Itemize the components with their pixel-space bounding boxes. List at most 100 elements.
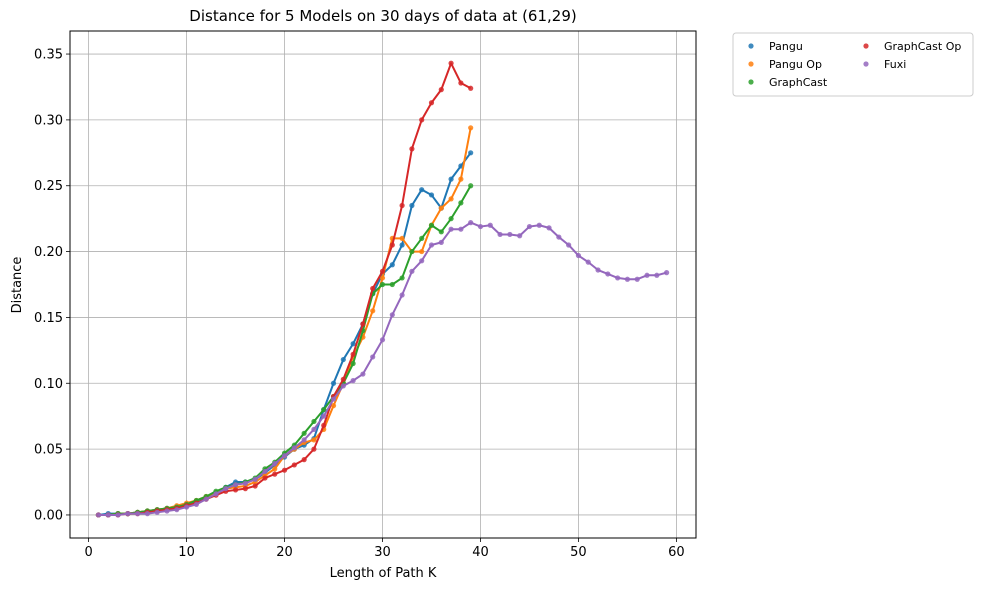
data-point-fuxi (340, 383, 346, 389)
data-point-fuxi (605, 271, 611, 277)
y-tick-label: 0.20 (34, 245, 63, 260)
series-layer (95, 60, 670, 518)
legend-item: Pangu Op (748, 58, 822, 71)
legend-marker (748, 43, 754, 49)
data-point-pangu (330, 380, 337, 386)
data-point-graphcast-op (242, 486, 248, 492)
legend-label: Fuxi (884, 58, 906, 71)
data-point-graphcast-op (262, 475, 268, 481)
data-point-graphcast-op (360, 321, 366, 327)
data-point-graphcast (379, 281, 386, 288)
data-point-graphcast (321, 407, 327, 413)
data-point-fuxi (546, 225, 552, 231)
data-point-graphcast (438, 229, 444, 235)
data-point-fuxi (664, 270, 670, 276)
data-point-fuxi (615, 275, 621, 281)
data-point-pangu (468, 150, 474, 156)
data-point-pangu (399, 242, 405, 248)
data-point-graphcast-op (281, 467, 288, 473)
data-point-fuxi (115, 512, 121, 518)
x-tick-label: 40 (472, 545, 489, 560)
data-point-fuxi (350, 378, 356, 384)
data-point-graphcast (389, 281, 395, 288)
legend-item: Fuxi (863, 58, 906, 71)
data-point-fuxi (370, 354, 376, 360)
data-point-fuxi (566, 242, 572, 248)
data-point-graphcast-op (321, 422, 327, 429)
data-point-fuxi (438, 239, 444, 245)
data-point-fuxi (389, 312, 395, 318)
data-point-graphcast-op (389, 242, 395, 248)
data-point-fuxi (595, 267, 601, 273)
data-point-fuxi (223, 486, 229, 492)
y-tick-label: 0.30 (34, 113, 63, 128)
data-point-graphcast (468, 183, 474, 189)
data-point-fuxi (272, 460, 278, 467)
data-point-graphcast-op (448, 60, 454, 66)
data-point-fuxi (497, 231, 503, 238)
data-point-fuxi (95, 512, 102, 518)
data-point-fuxi (634, 276, 640, 282)
data-point-graphcast-op (370, 285, 376, 292)
y-tick-label: 0.35 (34, 48, 63, 63)
legend: Pangu Pangu Op GraphCast GraphCast Op Fuxi (732, 32, 974, 97)
data-point-graphcast (428, 222, 435, 228)
data-point-fuxi (154, 509, 160, 515)
legend-marker (863, 43, 869, 49)
data-point-fuxi (536, 222, 542, 228)
data-point-graphcast (350, 360, 356, 367)
legend-label: Pangu (769, 40, 803, 53)
legend-box (732, 32, 974, 97)
data-point-pangu (428, 192, 435, 198)
x-tick-label: 10 (178, 545, 195, 560)
data-point-fuxi (409, 268, 415, 274)
x-tick-label: 50 (570, 545, 587, 560)
legend-label: GraphCast (769, 76, 828, 89)
data-point-fuxi (556, 234, 562, 240)
data-point-fuxi (232, 482, 239, 488)
data-point-fuxi (330, 396, 337, 402)
data-point-graphcast-op (232, 487, 239, 493)
y-tick-label: 0.15 (34, 311, 63, 326)
y-tick-label: 0.05 (34, 443, 63, 458)
data-point-pangu (350, 341, 356, 347)
x-axis-ticks: 0 10 20 30 40 50 60 (84, 538, 685, 560)
chart-title: Distance for 5 Models on 30 days of data… (189, 7, 576, 25)
data-point-fuxi (624, 276, 631, 282)
data-point-pangu (340, 356, 346, 363)
data-point-pangu (448, 176, 454, 182)
data-point-graphcast-op (399, 202, 405, 209)
data-point-fuxi (291, 445, 297, 451)
data-point-pangu-op (399, 235, 405, 242)
x-tick-label: 30 (374, 545, 391, 560)
legend-label: Pangu Op (769, 58, 822, 71)
plot-area-frame (69, 30, 697, 539)
data-point-pangu-op (370, 308, 376, 314)
data-point-fuxi (164, 508, 170, 514)
y-axis-ticks: 0.00 0.05 0.10 0.15 0.20 0.25 0.30 0.35 (34, 48, 70, 523)
data-point-fuxi (575, 252, 582, 259)
data-point-fuxi (281, 453, 288, 459)
data-point-fuxi (458, 226, 464, 232)
data-point-graphcast-op (350, 351, 356, 357)
data-point-fuxi (419, 258, 425, 264)
data-point-pangu (389, 262, 395, 268)
data-point-fuxi (399, 292, 405, 298)
data-point-fuxi (183, 504, 190, 510)
legend-item: Pangu (748, 40, 803, 53)
data-point-pangu (419, 187, 425, 193)
x-tick-label: 0 (84, 545, 92, 560)
data-point-fuxi (203, 496, 209, 502)
data-point-graphcast-op (311, 446, 317, 452)
data-point-graphcast-op (419, 117, 425, 123)
data-point-graphcast (448, 216, 454, 222)
data-point-graphcast (409, 248, 415, 255)
data-point-fuxi (526, 223, 533, 230)
data-point-graphcast-op (291, 462, 297, 468)
data-point-graphcast-op (252, 483, 258, 489)
data-point-fuxi (242, 480, 248, 486)
y-tick-label: 0.10 (34, 377, 63, 392)
legend-marker (748, 61, 754, 67)
data-point-graphcast (301, 430, 307, 436)
data-point-pangu-op (330, 403, 337, 409)
